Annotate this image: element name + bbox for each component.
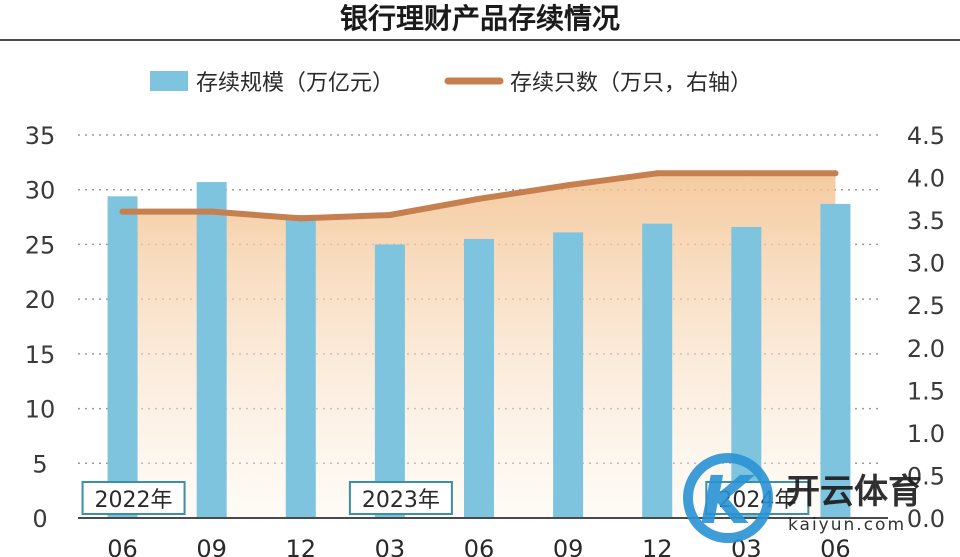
legend-bar-label: 存续规模（万亿元） bbox=[196, 71, 394, 96]
y-left-tick-label: 15 bbox=[25, 341, 56, 369]
bar bbox=[107, 196, 138, 518]
line-point bbox=[297, 215, 304, 222]
y-left-tick-label: 30 bbox=[25, 177, 56, 205]
legend-line-label: 存续只数（万只，右轴） bbox=[510, 71, 752, 96]
y-right-tick-label: 1.0 bbox=[907, 420, 945, 448]
y-left-tick-label: 10 bbox=[25, 396, 56, 424]
bar bbox=[642, 223, 673, 518]
y-right-tick-label: 1.5 bbox=[907, 377, 945, 405]
year-label: 2022年 bbox=[95, 488, 173, 513]
legend-bar-swatch bbox=[150, 71, 188, 91]
watermark-logo-icon bbox=[683, 453, 773, 543]
bar-series bbox=[107, 182, 851, 519]
legend: 存续规模（万亿元） 存续只数（万只，右轴） bbox=[150, 71, 752, 96]
y-right-tick-label: 0.5 bbox=[907, 462, 945, 490]
x-tick-label: 12 bbox=[642, 535, 673, 557]
y-right-tick-label: 3.0 bbox=[907, 250, 945, 278]
bar bbox=[553, 232, 584, 519]
bar bbox=[820, 203, 851, 518]
y-left-tick-label: 20 bbox=[25, 286, 56, 314]
year-label-box bbox=[705, 481, 810, 515]
y-left-tick-label: 25 bbox=[25, 231, 56, 259]
watermark: K 开云体育 kaiyun.com bbox=[683, 453, 922, 543]
line-point bbox=[832, 170, 839, 177]
bar bbox=[196, 182, 227, 518]
watermark-brand: 开云体育 bbox=[786, 472, 922, 512]
x-tick-label: 06 bbox=[107, 535, 138, 557]
line-point bbox=[743, 170, 750, 177]
y-axis-left: 0 5 10 15 20 25 30 35 bbox=[25, 122, 56, 533]
y-left-tick-label: 0 bbox=[32, 505, 47, 533]
line-series bbox=[119, 170, 839, 222]
y-right-tick-label: 0.0 bbox=[907, 505, 945, 533]
x-tick-label: 12 bbox=[286, 535, 317, 557]
x-tick-label: 06 bbox=[464, 535, 495, 557]
chart-title: 银行理财产品存续情况 bbox=[340, 2, 620, 35]
y-left-tick-label: 5 bbox=[32, 450, 47, 478]
year-label: 2024年 bbox=[718, 488, 796, 513]
y-right-tick-label: 4.0 bbox=[907, 165, 945, 193]
y-axis-right: 0.0 0.5 1.0 1.5 2.0 2.5 3.0 3.5 4.0 4.5 bbox=[907, 122, 945, 533]
y-left-tick-label: 35 bbox=[25, 122, 56, 150]
line-point bbox=[476, 195, 482, 202]
x-tick-label: 06 bbox=[820, 535, 851, 557]
line-point bbox=[565, 182, 572, 189]
y-right-tick-label: 2.0 bbox=[907, 335, 945, 363]
year-labels: 2022年 2023年 2024年 bbox=[81, 481, 810, 515]
watermark-site: kaiyun.com bbox=[788, 515, 906, 535]
line-point bbox=[119, 208, 126, 215]
watermark-k-glyph: K bbox=[700, 462, 756, 539]
year-label: 2023年 bbox=[362, 488, 440, 513]
year-label-box bbox=[81, 481, 186, 515]
y-right-tick-label: 4.5 bbox=[907, 122, 945, 150]
line-point bbox=[654, 170, 661, 177]
x-tick-label: 09 bbox=[553, 535, 584, 557]
x-tick-label: 09 bbox=[196, 535, 227, 557]
x-axis: 06 09 12 03 06 09 12 03 06 bbox=[78, 517, 888, 557]
bar bbox=[285, 214, 316, 518]
y-right-tick-label: 2.5 bbox=[907, 292, 945, 320]
bar bbox=[464, 238, 494, 518]
y-right-tick-label: 3.5 bbox=[907, 207, 945, 235]
line-point bbox=[208, 208, 215, 215]
line-point bbox=[386, 212, 393, 219]
x-tick-label: 03 bbox=[375, 535, 406, 557]
bar bbox=[374, 244, 405, 518]
year-label-box bbox=[348, 481, 453, 515]
